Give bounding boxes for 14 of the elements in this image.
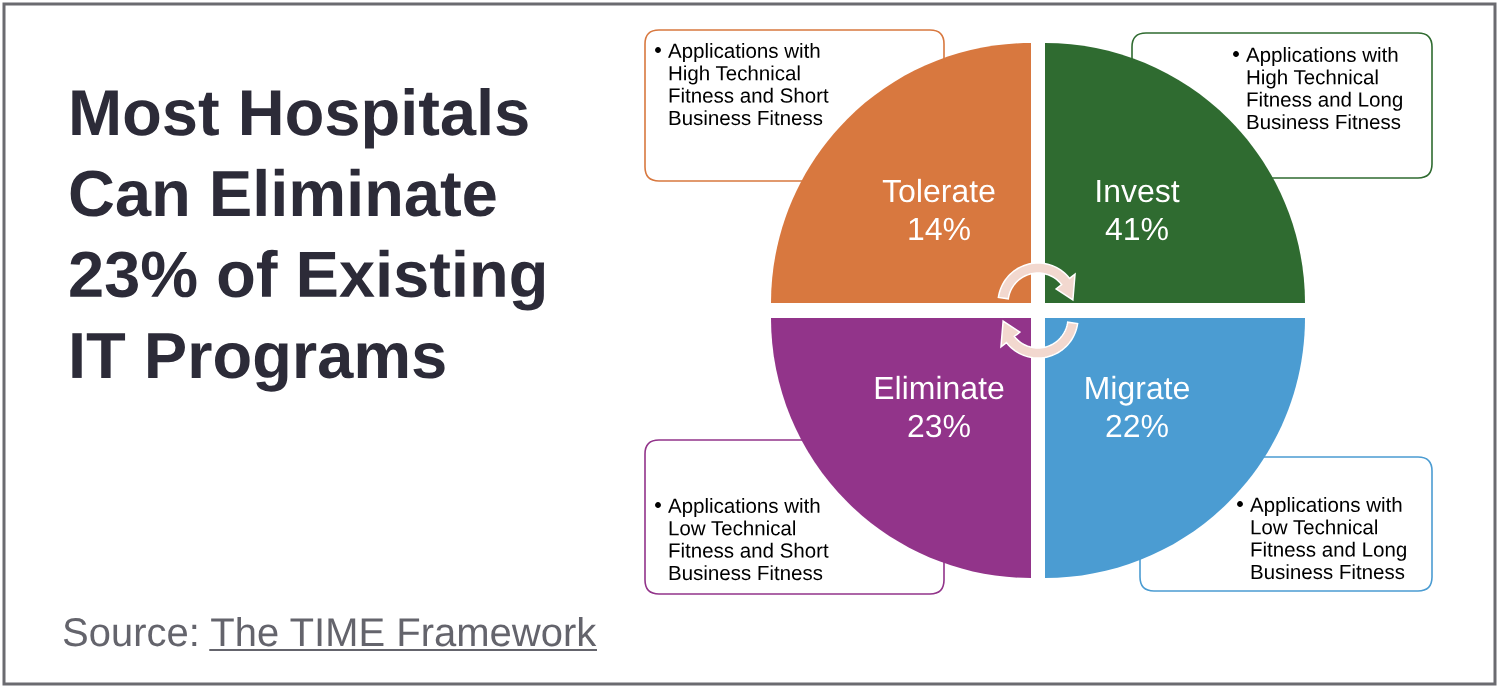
text: Applications with High Technical Fitness and Long Business Fitness: [1246, 47, 1402, 130]
data-label: 14%: [909, 217, 970, 241]
text: Applications with Low Technical Fitness and Long Business Fitness: [1250, 497, 1406, 580]
text: Most Hospitals Can Eliminate 23% of Existing IT Programs: [70, 88, 545, 392]
text: Applications with High Technical Fitness and Short Business Fitness: [668, 43, 829, 126]
data-label: 22%: [1106, 414, 1168, 438]
category-label: Migrate: [1086, 375, 1189, 406]
source-note: Source: The TIME Framework: [63, 617, 597, 647]
category-label: Invest: [1097, 179, 1180, 203]
text: Applications with Low Technical Fitness and Short Business Fitness: [668, 498, 829, 581]
category-label: Tolerate: [882, 178, 995, 203]
data-label: 23%: [908, 414, 970, 438]
data-label: 41%: [1105, 217, 1168, 241]
category-label: Eliminate: [875, 375, 1004, 400]
